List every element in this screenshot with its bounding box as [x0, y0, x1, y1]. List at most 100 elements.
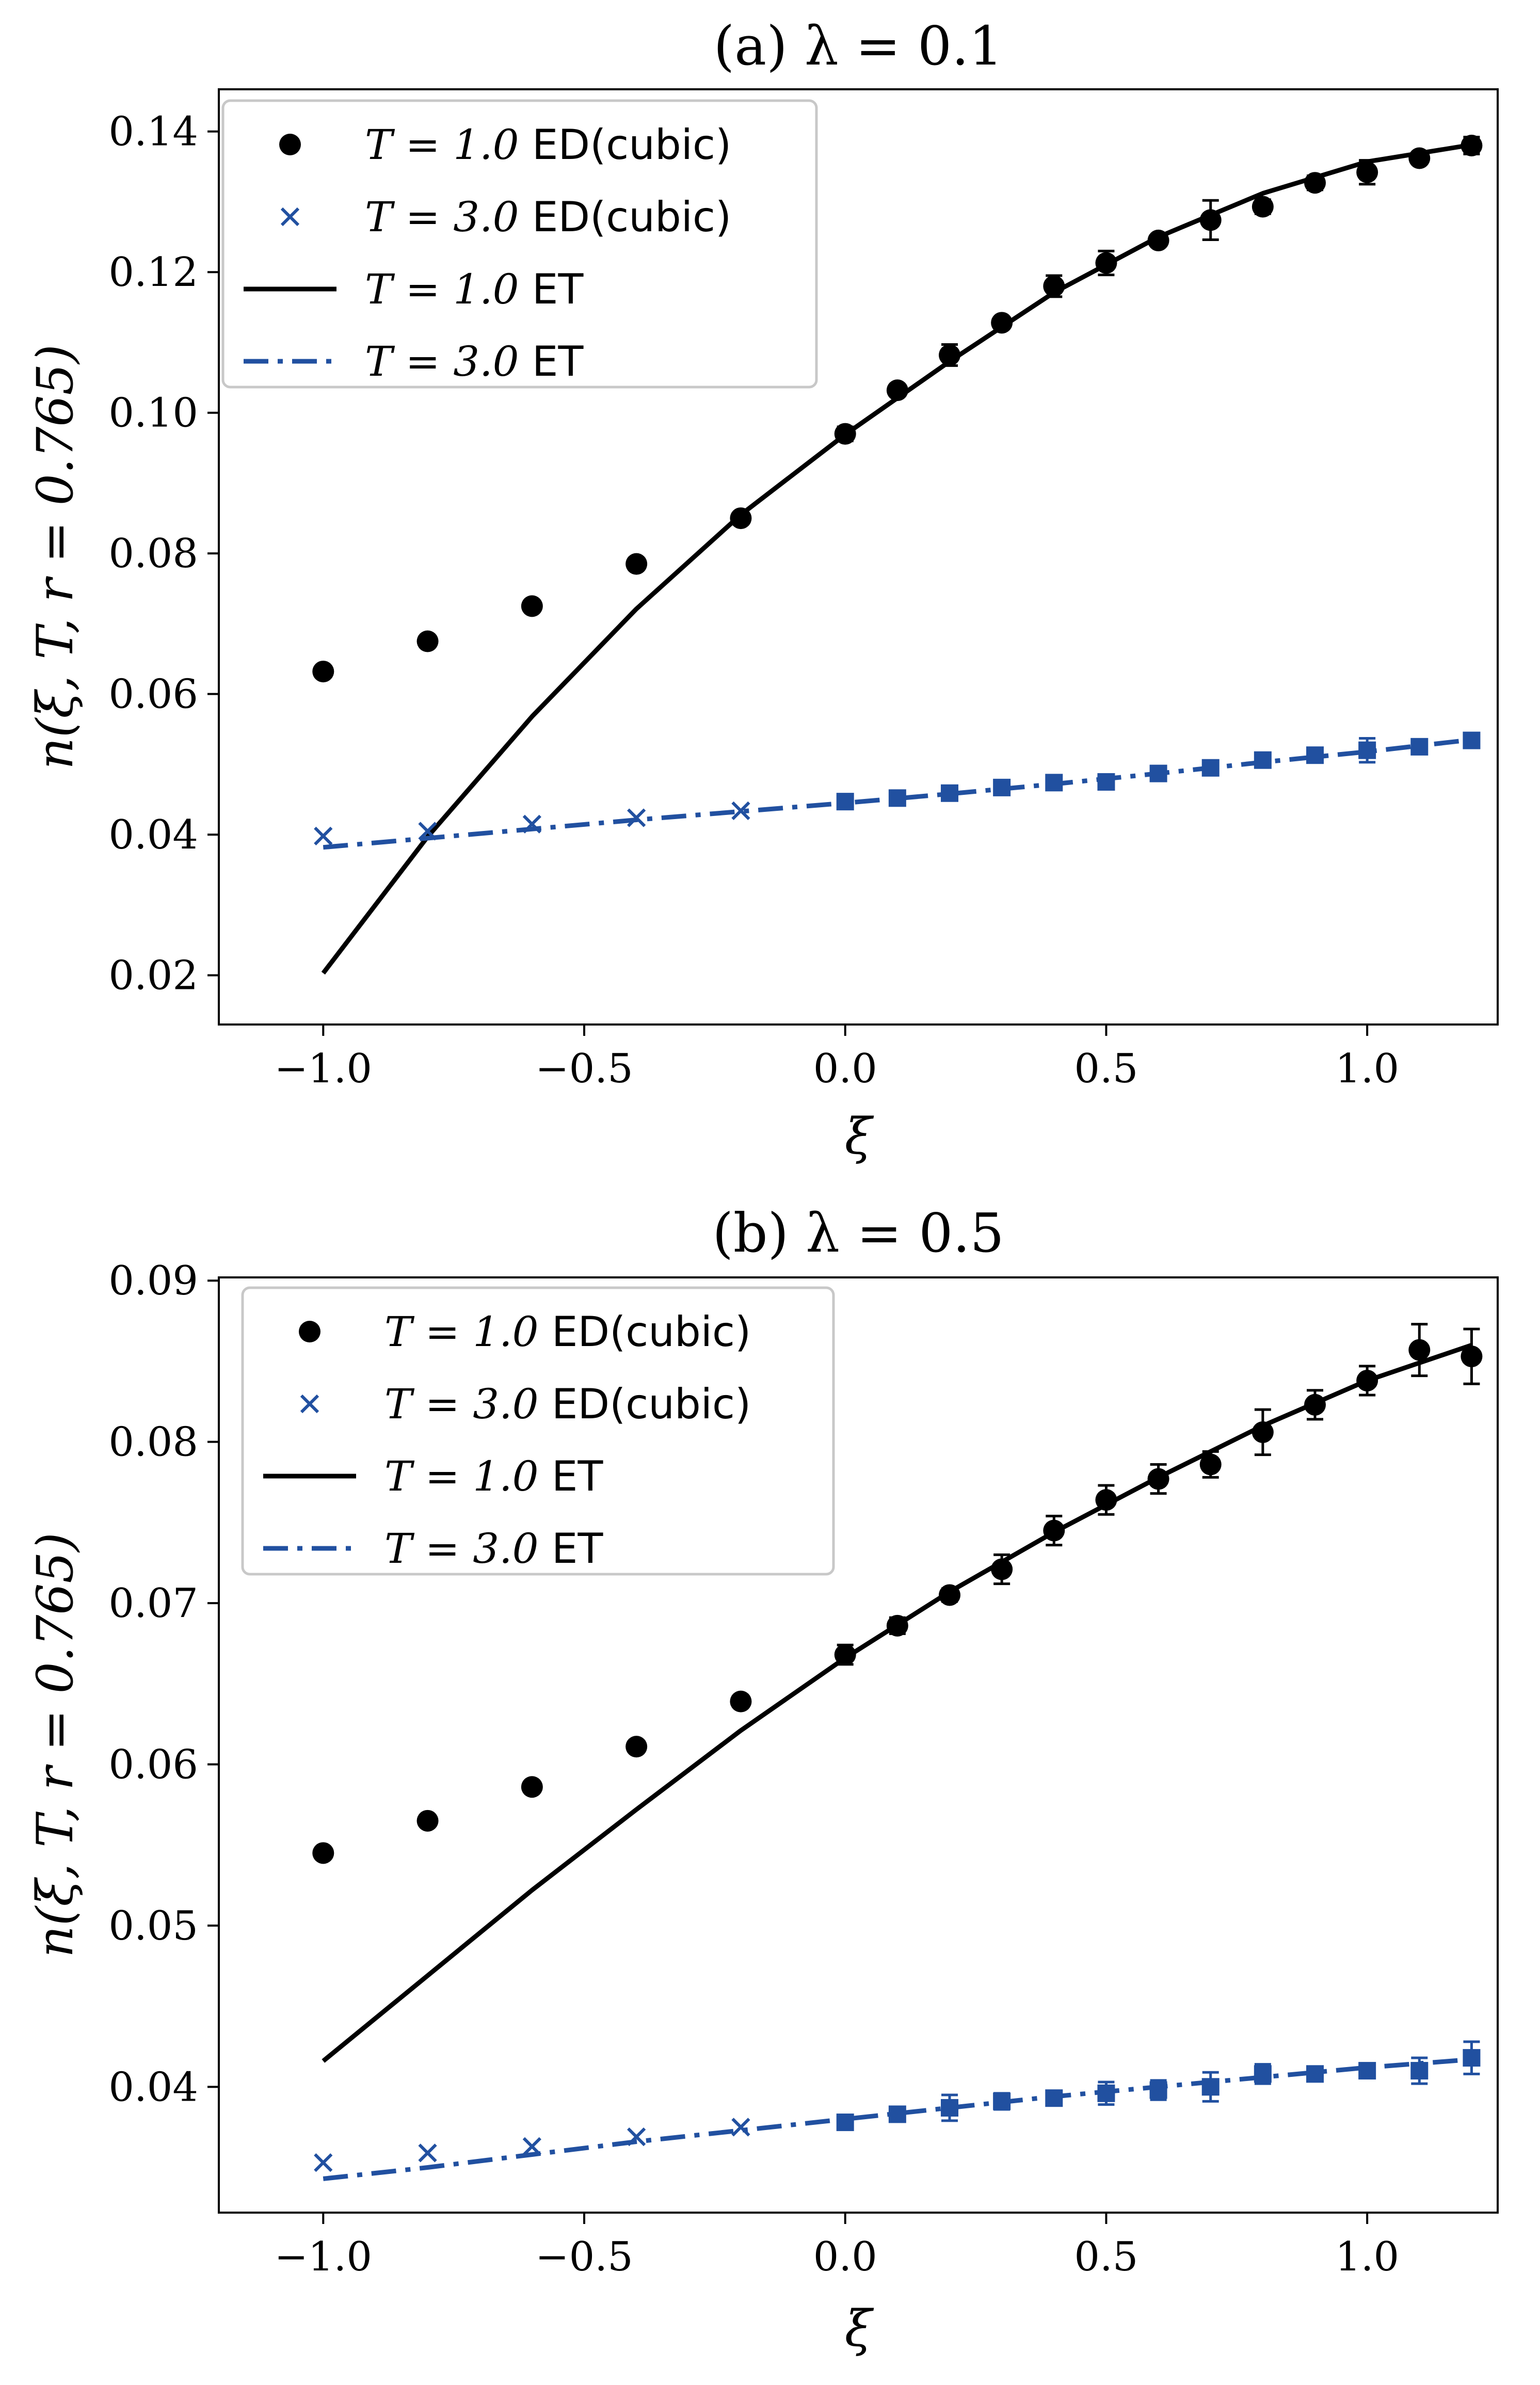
legend-box [221, 99, 818, 389]
data-point-square [1463, 731, 1481, 749]
data-point-dot [521, 595, 543, 617]
data-point-dot [730, 507, 752, 530]
data-point-dot [1147, 229, 1169, 251]
data-point-dot [1043, 1519, 1065, 1542]
data-point-dot [939, 1584, 960, 1606]
data-point-square [1201, 2078, 1220, 2096]
y-tick-label: 0.07 [108, 1580, 198, 1627]
axes-frame [218, 1276, 1499, 2214]
data-point-x [522, 2137, 541, 2156]
y-tick-label: 0.06 [108, 671, 198, 718]
data-point-square [941, 784, 958, 802]
data-point-dot [1147, 1468, 1169, 1490]
data-point-dot [625, 1736, 648, 1758]
data-point-square [1149, 2081, 1167, 2099]
data-point-x [731, 801, 750, 820]
legend-label: T = 3.0 ED(cubic) [384, 1380, 751, 1428]
chart-title: (b) λ = 0.5 [712, 1202, 1004, 1264]
data-point-dot [1043, 275, 1065, 297]
legend-label-math: T = 3.0 [365, 193, 519, 241]
data-point-square [1254, 751, 1272, 769]
data-point-dot [1095, 252, 1117, 274]
data-point-dot [1356, 161, 1378, 183]
data-point-square [1097, 773, 1115, 791]
x-tick-label: −1.0 [275, 2234, 372, 2280]
legend: T = 1.0 ED(cubic)T = 3.0 ED(cubic) T = 1.… [241, 1286, 835, 1576]
data-point-square [993, 778, 1011, 796]
x-axis-label: ξ [845, 1108, 874, 1165]
legend-marker-dot [279, 134, 301, 155]
legend-label-text: ET [538, 1452, 603, 1500]
data-point-dot [991, 312, 1013, 334]
x-tick-label: 0.0 [813, 2234, 877, 2280]
y-axis-label: n(ξ, T, r = 0.765) [26, 344, 84, 770]
data-point-dot [1461, 1346, 1483, 1368]
data-point-square [1149, 764, 1167, 782]
data-point-dot [1304, 1394, 1326, 1416]
legend-marker-x [300, 1394, 319, 1414]
data-point-square [1254, 2065, 1272, 2083]
y-tick-label: 0.06 [108, 1741, 198, 1788]
legend-box [241, 1286, 835, 1576]
legend-label-math: T = 1.0 [384, 1308, 538, 1356]
legend-label-text: ED(cubic) [519, 193, 731, 241]
y-tick-label: 0.05 [108, 1903, 198, 1949]
legend-label-math: T = 3.0 [384, 1525, 538, 1573]
data-point-square [1045, 774, 1063, 792]
data-point-x [314, 826, 333, 846]
chart-title: (a) λ = 0.1 [714, 14, 1003, 77]
data-point-x [418, 2143, 437, 2163]
data-point-x [418, 822, 437, 841]
data-point-dot [416, 630, 439, 652]
data-point-dot [1304, 172, 1326, 194]
y-tick-label: 0.09 [108, 1258, 198, 1304]
data-point-square [993, 2092, 1011, 2110]
data-point-dot [1095, 1489, 1117, 1511]
data-point-dot [1408, 1339, 1431, 1361]
legend-label-text: ED(cubic) [519, 121, 731, 169]
plot-area [312, 134, 1483, 975]
y-axis-label: n(ξ, T, r = 0.765) [26, 1532, 84, 1958]
x-tick-label: 0.5 [1074, 2234, 1138, 2280]
legend-label-text: ET [519, 338, 584, 386]
data-point-square [1306, 746, 1324, 764]
y-tick-label: 0.04 [108, 2064, 198, 2110]
axes-frame [218, 88, 1499, 1026]
legend-label-text: ED(cubic) [538, 1380, 751, 1428]
data-point-dot [991, 1558, 1013, 1580]
legend-label-math: T = 1.0 [365, 265, 519, 313]
data-point-square [836, 793, 854, 811]
data-point-square [941, 2099, 958, 2117]
data-point-dot [886, 379, 908, 402]
x-tick-label: 1.0 [1335, 2234, 1399, 2280]
legend-label-math: T = 3.0 [365, 338, 519, 386]
data-point-square [1306, 2065, 1324, 2083]
legend-label-math: T = 1.0 [365, 121, 519, 169]
data-point-dot [1408, 147, 1431, 169]
data-point-square [1410, 2062, 1429, 2080]
data-point-dot [312, 1842, 334, 1864]
data-point-square [1463, 2049, 1481, 2067]
data-point-square [888, 2105, 906, 2123]
data-point-dot [939, 344, 960, 366]
x-tick-label: 0.0 [813, 1046, 877, 1092]
legend-label-text: ET [519, 265, 584, 313]
data-point-dot [886, 1614, 908, 1637]
y-tick-label: 0.04 [108, 812, 198, 858]
data-point-dot [730, 1690, 752, 1712]
data-point-dot [521, 1776, 543, 1798]
y-tick-label: 0.14 [108, 109, 198, 155]
x-tick-label: −0.5 [535, 2234, 633, 2280]
data-point-square [1045, 2089, 1063, 2107]
data-point-square [1358, 741, 1376, 759]
legend: T = 1.0 ED(cubic)T = 3.0 ED(cubic)T = 1.… [221, 99, 818, 389]
legend-label-math: T = 1.0 [384, 1452, 538, 1500]
legend-label: T = 1.0 ET [384, 1452, 603, 1500]
legend-marker-x [280, 207, 300, 227]
x-axis-label: ξ [845, 2300, 874, 2358]
data-point-x [522, 814, 541, 834]
data-point-square [1201, 759, 1220, 777]
legend-label-text: ET [538, 1525, 603, 1573]
plot-area [312, 1323, 1483, 2181]
data-point-dot [834, 1644, 856, 1666]
